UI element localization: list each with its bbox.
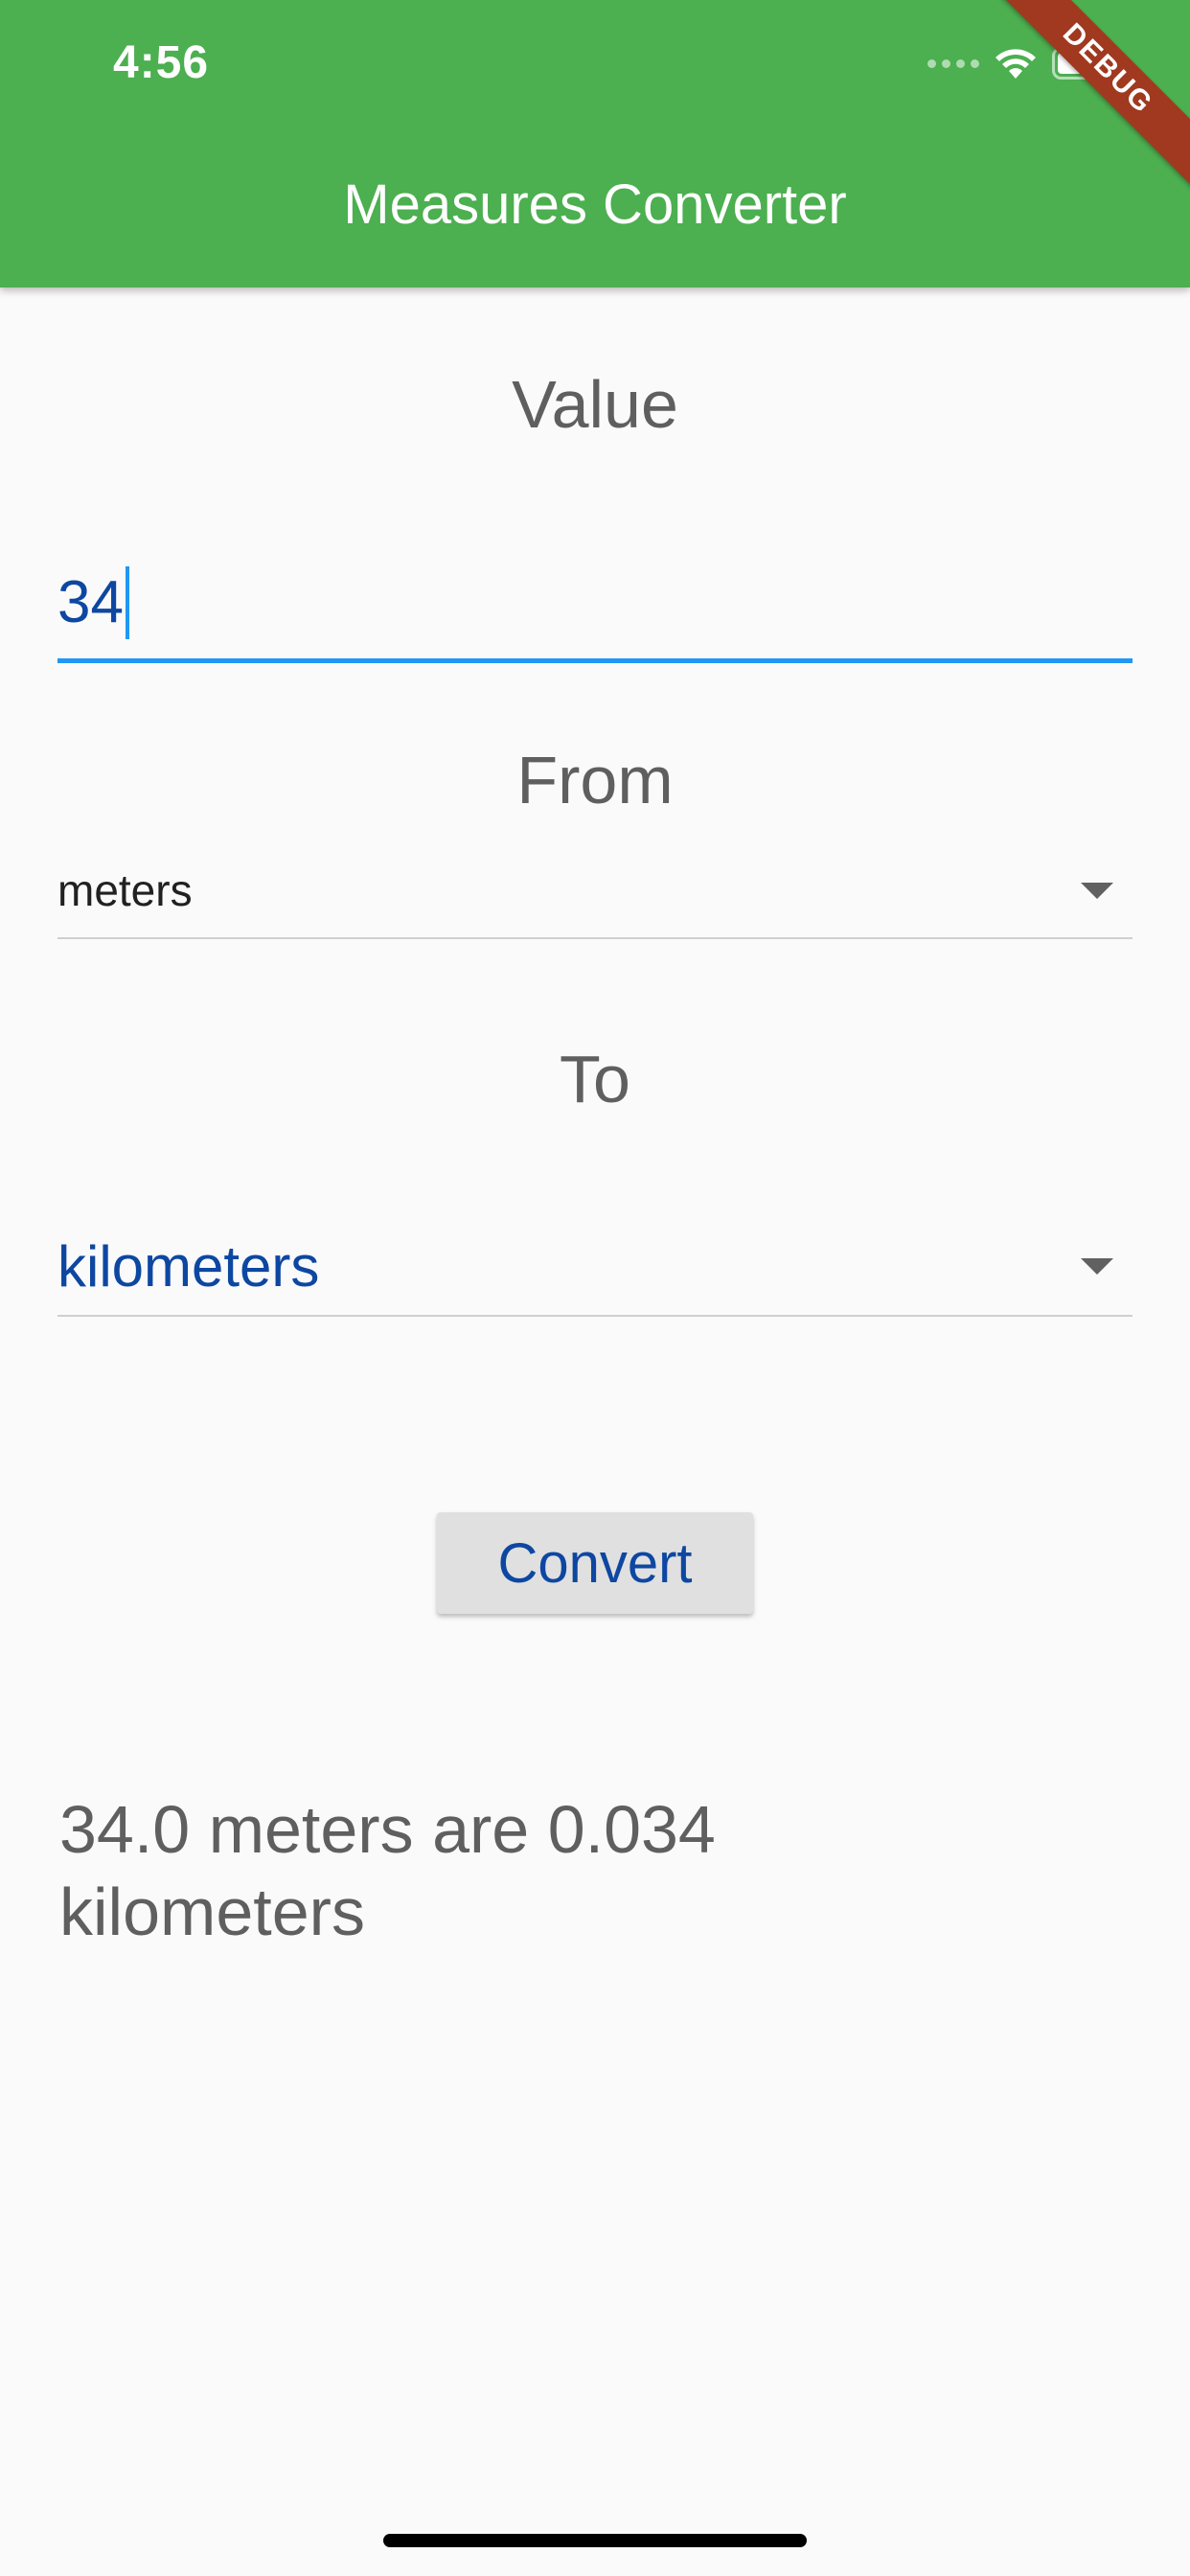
caret-down-icon[interactable] xyxy=(1081,1257,1113,1275)
wifi-icon xyxy=(995,49,1036,79)
cellular-signal-icon xyxy=(927,58,979,68)
caret-down-icon[interactable] xyxy=(1081,882,1113,899)
to-unit-dropdown[interactable]: kilometers xyxy=(57,1217,1133,1317)
debug-banner: DEBUG xyxy=(979,0,1190,211)
convert-button[interactable]: Convert xyxy=(437,1512,753,1614)
from-unit-selected: meters xyxy=(57,865,193,915)
from-unit-dropdown[interactable]: meters xyxy=(57,843,1133,939)
home-indicator[interactable] xyxy=(383,2534,807,2547)
result-text: 34.0 meters are 0.034 kilometers xyxy=(59,1792,716,1949)
value-label: Value xyxy=(512,367,678,442)
to-unit-selected: kilometers xyxy=(57,1233,320,1299)
from-label: From xyxy=(516,743,674,817)
value-input-text[interactable]: 34 xyxy=(57,569,124,635)
debug-banner-label: DEBUG xyxy=(979,0,1190,201)
value-input[interactable]: 34 xyxy=(57,546,1133,663)
to-label: To xyxy=(560,1042,630,1116)
status-time: 4:56 xyxy=(113,37,210,88)
app-bar-title: Measures Converter xyxy=(343,173,847,236)
text-cursor xyxy=(125,565,129,639)
